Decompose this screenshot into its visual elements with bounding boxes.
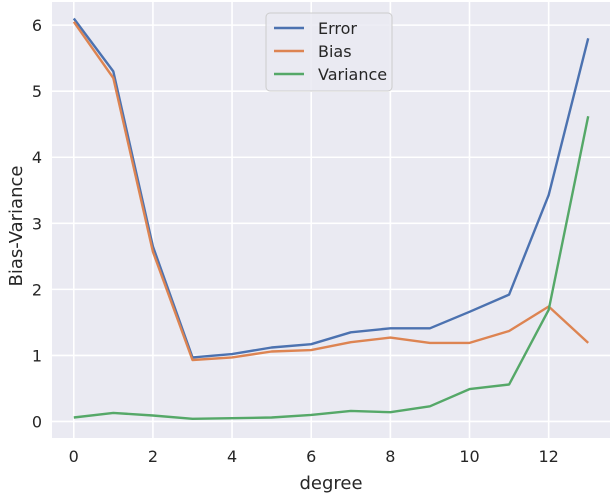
y-axis-ticks: 0 1 2 3 4 5 6	[32, 16, 42, 431]
x-tick-label: 12	[538, 447, 558, 466]
y-axis-label: Bias-Variance	[6, 166, 27, 287]
legend-box	[265, 12, 393, 92]
x-tick-label: 0	[69, 447, 79, 466]
y-tick-label: 0	[32, 412, 42, 431]
series-line-variance	[73, 116, 590, 420]
y-tick-label: 4	[32, 148, 42, 167]
x-axis-label: degree	[299, 473, 362, 494]
x-tick-label: 10	[459, 447, 479, 466]
x-tick-label: 2	[148, 447, 158, 466]
y-tick-label: 3	[32, 214, 42, 233]
y-tick-label: 5	[32, 82, 42, 101]
y-tick-label: 6	[32, 16, 42, 35]
series-line-bias	[72, 21, 590, 362]
legend: Error Bias Variance	[265, 12, 393, 92]
legend-label-variance: Variance	[318, 65, 387, 84]
series-line-error	[72, 17, 590, 359]
x-axis-ticks: 0 2 4 6 8 10 12	[69, 447, 559, 466]
x-tick-label: 8	[385, 447, 395, 466]
legend-label-error: Error	[318, 19, 357, 38]
x-tick-label: 4	[227, 447, 237, 466]
y-tick-label: 2	[32, 280, 42, 299]
x-tick-label: 6	[306, 447, 316, 466]
y-tick-label: 1	[32, 346, 42, 365]
series-lines	[72, 17, 590, 420]
legend-label-bias: Bias	[318, 42, 352, 61]
